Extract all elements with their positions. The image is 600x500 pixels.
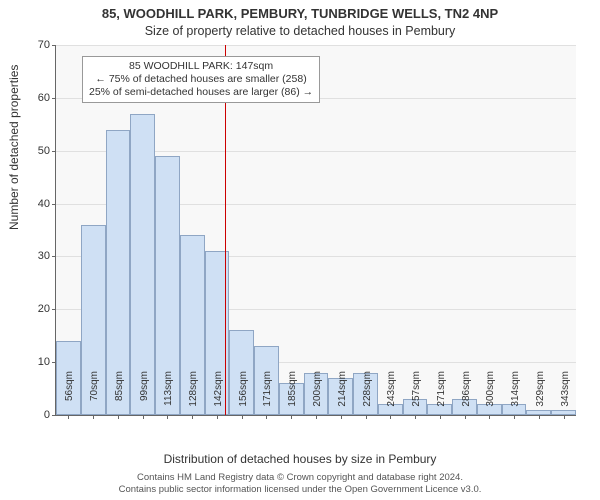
- x-tick-label: 85sqm: [114, 371, 125, 421]
- credits-line2: Contains public sector information licen…: [0, 484, 600, 496]
- annotation-line2: ← 75% of detached houses are smaller (25…: [89, 73, 313, 86]
- y-tick-label: 70: [20, 39, 50, 51]
- y-tick-mark: [52, 415, 56, 416]
- y-tick-label: 30: [20, 250, 50, 262]
- annotation-line1: 85 WOODHILL PARK: 147sqm: [89, 60, 313, 73]
- y-tick-mark: [52, 204, 56, 205]
- credits-line1: Contains HM Land Registry data © Crown c…: [0, 472, 600, 484]
- x-tick-label: 214sqm: [337, 371, 348, 421]
- y-tick-mark: [52, 45, 56, 46]
- x-tick-label: 329sqm: [535, 371, 546, 421]
- x-tick-label: 243sqm: [386, 371, 397, 421]
- y-tick-label: 50: [20, 145, 50, 157]
- x-tick-label: 171sqm: [262, 371, 273, 421]
- plot-area: 01020304050607056sqm70sqm85sqm99sqm113sq…: [55, 45, 576, 416]
- x-tick-label: 113sqm: [163, 371, 174, 421]
- x-tick-label: 185sqm: [287, 371, 298, 421]
- x-tick-label: 56sqm: [64, 371, 75, 421]
- x-tick-label: 314sqm: [510, 371, 521, 421]
- x-tick-label: 286sqm: [461, 371, 472, 421]
- histogram-bar: [130, 114, 155, 415]
- x-axis-label: Distribution of detached houses by size …: [0, 452, 600, 466]
- y-tick-label: 0: [20, 409, 50, 421]
- annotation-line3: 25% of semi-detached houses are larger (…: [89, 86, 313, 99]
- x-tick-label: 300sqm: [485, 371, 496, 421]
- y-tick-label: 60: [20, 92, 50, 104]
- credits: Contains HM Land Registry data © Crown c…: [0, 472, 600, 496]
- y-tick-label: 10: [20, 356, 50, 368]
- x-tick-label: 228sqm: [362, 371, 373, 421]
- x-tick-label: 99sqm: [139, 371, 150, 421]
- x-tick-label: 257sqm: [411, 371, 422, 421]
- y-tick-label: 40: [20, 198, 50, 210]
- y-tick-mark: [52, 98, 56, 99]
- x-tick-label: 70sqm: [89, 371, 100, 421]
- x-tick-label: 343sqm: [560, 371, 571, 421]
- x-tick-label: 200sqm: [312, 371, 323, 421]
- annotation-box: 85 WOODHILL PARK: 147sqm ← 75% of detach…: [82, 56, 320, 103]
- y-tick-mark: [52, 151, 56, 152]
- y-tick-label: 20: [20, 303, 50, 315]
- y-tick-mark: [52, 309, 56, 310]
- x-tick-label: 128sqm: [188, 371, 199, 421]
- chart-subtitle: Size of property relative to detached ho…: [0, 22, 600, 38]
- grid-line: [56, 45, 576, 46]
- y-tick-mark: [52, 256, 56, 257]
- x-tick-label: 156sqm: [238, 371, 249, 421]
- y-axis-label: Number of detached properties: [7, 65, 21, 230]
- x-tick-label: 271sqm: [436, 371, 447, 421]
- x-tick-label: 142sqm: [213, 371, 224, 421]
- chart-title: 85, WOODHILL PARK, PEMBURY, TUNBRIDGE WE…: [0, 0, 600, 22]
